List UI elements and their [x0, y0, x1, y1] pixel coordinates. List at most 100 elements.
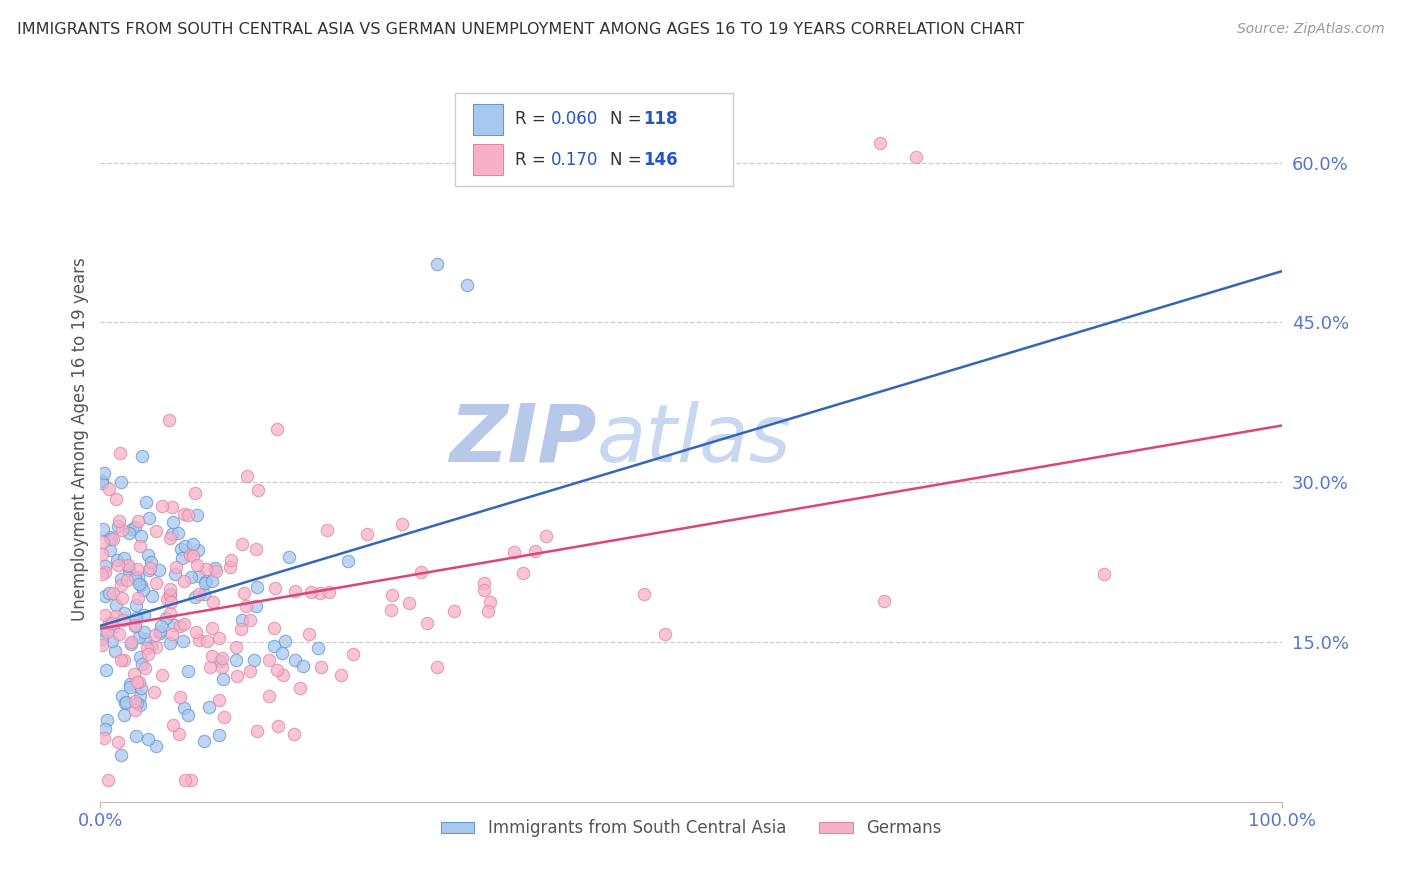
Point — [134, 632, 156, 646]
Point — [307, 640, 329, 655]
Point — [135, 495, 157, 509]
Point — [139, 561, 162, 575]
Point — [239, 665, 262, 679]
Point — [523, 544, 546, 558]
Point — [104, 492, 127, 507]
Point — [163, 618, 186, 632]
Point — [201, 621, 224, 635]
Point — [184, 486, 207, 500]
Point — [169, 690, 191, 704]
Point — [112, 653, 135, 667]
Point — [180, 570, 202, 584]
Point — [125, 696, 148, 710]
Point — [110, 653, 132, 667]
Point — [120, 637, 142, 651]
Point — [145, 576, 167, 591]
Point — [415, 616, 437, 631]
Text: 0.060: 0.060 — [551, 111, 598, 128]
Point — [205, 564, 228, 578]
Point — [136, 640, 159, 655]
Point — [125, 675, 148, 690]
Point — [194, 575, 217, 590]
Point — [110, 446, 132, 460]
Point — [124, 571, 146, 585]
Point — [409, 566, 432, 580]
Point — [112, 606, 135, 620]
Point — [478, 595, 501, 609]
Point — [198, 699, 221, 714]
Point — [226, 669, 249, 683]
Point — [173, 701, 195, 715]
Point — [266, 719, 288, 733]
Point — [207, 728, 229, 742]
Point — [174, 773, 197, 788]
Point — [318, 584, 340, 599]
Point — [97, 773, 120, 788]
Point — [342, 647, 364, 661]
Point — [149, 624, 172, 638]
Text: 0.170: 0.170 — [551, 151, 598, 169]
Point — [160, 594, 183, 608]
Point — [132, 607, 155, 622]
Point — [128, 675, 150, 690]
Point — [98, 586, 121, 600]
Point — [162, 717, 184, 731]
Point — [247, 483, 270, 498]
Point — [159, 606, 181, 620]
Point — [187, 543, 209, 558]
Point — [266, 663, 288, 677]
Point — [174, 540, 197, 554]
Point — [129, 689, 152, 703]
Point — [160, 527, 183, 541]
Text: 118: 118 — [643, 111, 678, 128]
Point — [93, 731, 115, 745]
Point — [94, 722, 117, 736]
Point — [141, 589, 163, 603]
Legend: Immigrants from South Central Asia, Germans: Immigrants from South Central Asia, Germ… — [434, 813, 948, 844]
Point — [173, 617, 195, 632]
Point — [654, 626, 676, 640]
Point — [193, 734, 215, 748]
Point — [112, 707, 135, 722]
Point — [187, 569, 209, 583]
Point — [112, 551, 135, 566]
Point — [208, 631, 231, 645]
Point — [245, 580, 267, 594]
Point — [391, 517, 413, 532]
Point — [212, 673, 235, 687]
Point — [110, 578, 132, 592]
Point — [187, 633, 209, 648]
Point — [128, 650, 150, 665]
Text: N =: N = — [610, 151, 647, 169]
Point — [257, 653, 280, 667]
Point — [157, 413, 180, 427]
Point — [94, 663, 117, 677]
Point — [125, 562, 148, 576]
Point — [110, 475, 132, 489]
Point — [211, 650, 233, 665]
Point — [186, 508, 208, 522]
Point — [177, 707, 200, 722]
Point — [131, 583, 153, 598]
Point — [443, 604, 465, 618]
Y-axis label: Unemployment Among Ages 16 to 19 years: Unemployment Among Ages 16 to 19 years — [72, 258, 89, 622]
Point — [91, 639, 114, 653]
Point — [904, 150, 927, 164]
Point — [104, 598, 127, 612]
Point — [104, 644, 127, 658]
Point — [173, 507, 195, 521]
Text: IMMIGRANTS FROM SOUTH CENTRAL ASIA VS GERMAN UNEMPLOYMENT AMONG AGES 16 TO 19 YE: IMMIGRANTS FROM SOUTH CENTRAL ASIA VS GE… — [17, 22, 1024, 37]
Point — [245, 599, 267, 613]
Point — [139, 640, 162, 654]
Text: N =: N = — [610, 111, 647, 128]
Point — [172, 634, 194, 648]
Point — [201, 574, 224, 588]
Point — [309, 586, 332, 600]
Point — [143, 685, 166, 699]
Point — [181, 537, 204, 551]
Point — [125, 611, 148, 625]
Point — [311, 660, 333, 674]
Point — [163, 567, 186, 582]
Point — [100, 532, 122, 546]
Point — [117, 558, 139, 573]
